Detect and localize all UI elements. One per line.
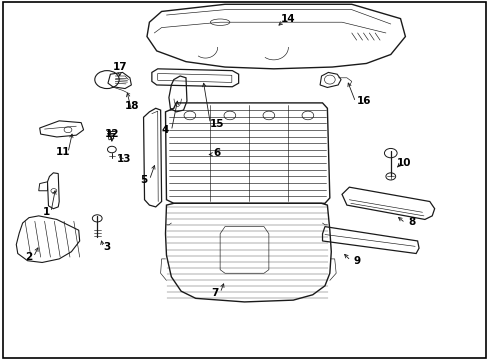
Text: 4: 4 (162, 125, 169, 135)
Text: 11: 11 (56, 147, 70, 157)
Text: 7: 7 (211, 288, 219, 298)
Text: 10: 10 (396, 158, 410, 168)
Text: 14: 14 (281, 14, 295, 24)
Text: 9: 9 (352, 256, 360, 266)
Text: 12: 12 (104, 129, 119, 139)
Text: 3: 3 (103, 242, 110, 252)
Text: 8: 8 (407, 217, 414, 227)
Text: 15: 15 (209, 119, 224, 129)
Text: 18: 18 (125, 102, 139, 112)
Text: 2: 2 (25, 252, 32, 262)
Text: 6: 6 (213, 148, 221, 158)
Text: 16: 16 (356, 96, 370, 106)
Text: 5: 5 (140, 175, 147, 185)
Text: 17: 17 (112, 62, 127, 72)
Text: 13: 13 (117, 154, 131, 164)
Text: 1: 1 (42, 207, 50, 217)
